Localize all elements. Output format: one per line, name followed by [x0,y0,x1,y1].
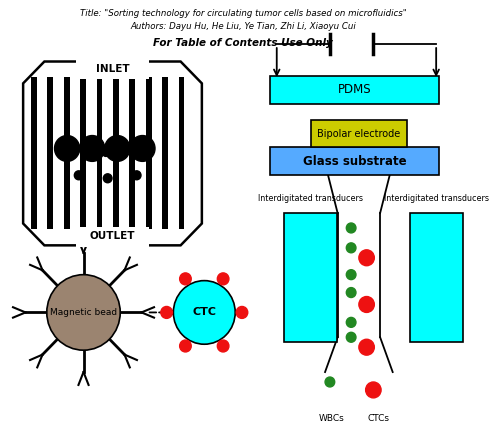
Circle shape [132,171,141,180]
Circle shape [346,317,356,327]
Bar [162,78,168,229]
Circle shape [346,223,356,233]
Circle shape [180,273,191,285]
Text: INLET: INLET [96,65,130,74]
Bar [64,78,70,229]
Circle shape [54,136,80,161]
Circle shape [130,136,155,161]
Circle shape [218,273,229,285]
Ellipse shape [174,280,235,344]
Circle shape [325,377,334,387]
Circle shape [180,340,191,352]
Bar [270,76,439,104]
Circle shape [346,288,356,298]
Bar [113,78,119,229]
Circle shape [359,296,374,312]
Circle shape [346,270,356,280]
Text: Magnetic bead: Magnetic bead [50,308,117,317]
Circle shape [359,250,374,266]
Bar [284,213,337,342]
Text: CTC: CTC [192,307,216,318]
Bar [310,120,407,148]
Bar [146,78,152,229]
Bar [76,59,149,79]
Text: WBCs: WBCs [319,414,344,423]
Circle shape [359,339,374,355]
Text: CTCs: CTCs [367,414,389,423]
Text: Authors: Dayu Hu, He Liu, Ye Tian, Zhi Li, Xiaoyu Cui: Authors: Dayu Hu, He Liu, Ye Tian, Zhi L… [130,22,356,31]
Circle shape [80,136,105,161]
Polygon shape [23,62,202,245]
Bar [178,78,184,229]
Bar [31,78,36,229]
Text: OUTLET: OUTLET [90,231,135,241]
Text: Title: "Sorting technology for circulating tumor cells based on microfluidics": Title: "Sorting technology for circulati… [80,9,406,18]
Circle shape [161,307,172,319]
Bar [80,78,86,229]
Circle shape [346,332,356,342]
Bar [130,78,135,229]
Circle shape [103,151,108,156]
Circle shape [74,171,83,180]
Text: Interdigitated transducers: Interdigitated transducers [384,194,489,203]
Text: PDMS: PDMS [338,83,372,96]
Circle shape [104,174,112,183]
Circle shape [236,307,248,319]
Circle shape [366,382,381,398]
Bar [96,78,102,229]
Text: Glass substrate: Glass substrate [302,155,406,168]
Bar [76,227,149,247]
Circle shape [346,243,356,253]
Bar [48,78,53,229]
Circle shape [105,136,130,161]
Bar [270,148,439,175]
Text: For Table of Contents Use Only: For Table of Contents Use Only [153,38,333,48]
Text: Interdigitated transducers: Interdigitated transducers [258,194,362,203]
Circle shape [218,340,229,352]
Text: Bipolar electrode: Bipolar electrode [317,128,400,139]
Bar [410,213,463,342]
Ellipse shape [47,275,120,350]
